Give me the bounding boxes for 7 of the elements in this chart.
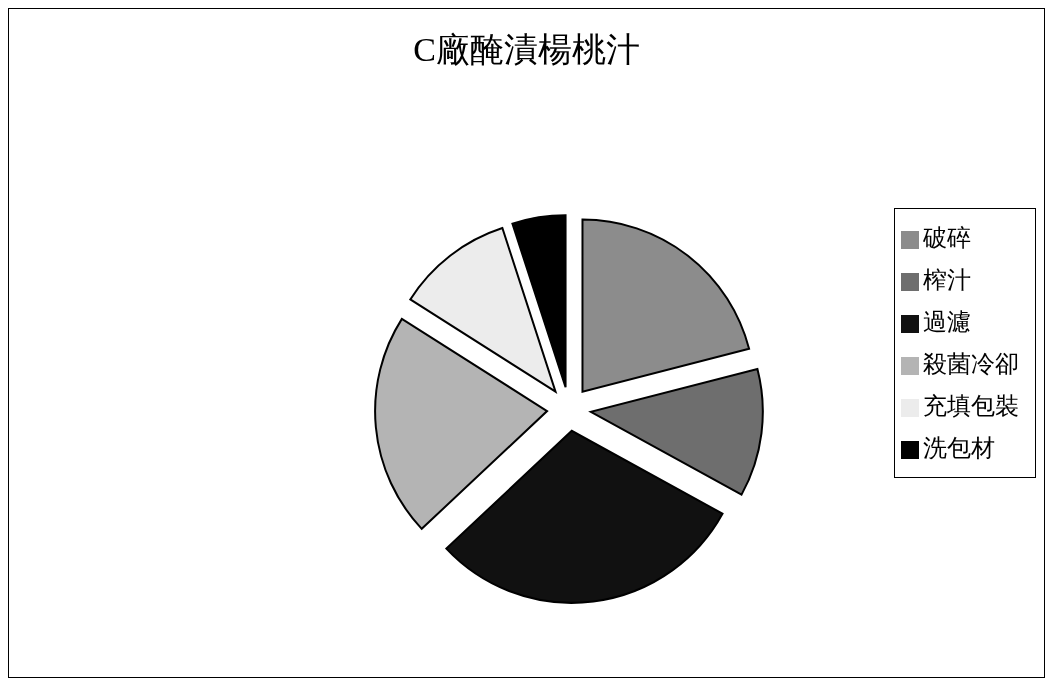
chart-title: C廠醃漬楊桃汁 <box>412 30 641 70</box>
legend-label: 破碎 <box>923 225 971 251</box>
legend-label: 洗包材 <box>923 435 995 461</box>
legend-label: 過濾 <box>923 309 971 335</box>
legend-label: 榨汁 <box>923 267 971 293</box>
legend-label: 殺菌冷卻 <box>923 351 1019 377</box>
legend-label: 充填包裝 <box>923 393 1019 419</box>
